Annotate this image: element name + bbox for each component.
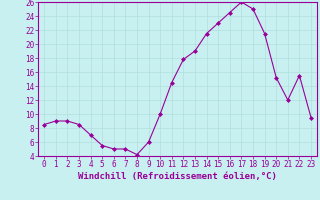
X-axis label: Windchill (Refroidissement éolien,°C): Windchill (Refroidissement éolien,°C) [78, 172, 277, 181]
